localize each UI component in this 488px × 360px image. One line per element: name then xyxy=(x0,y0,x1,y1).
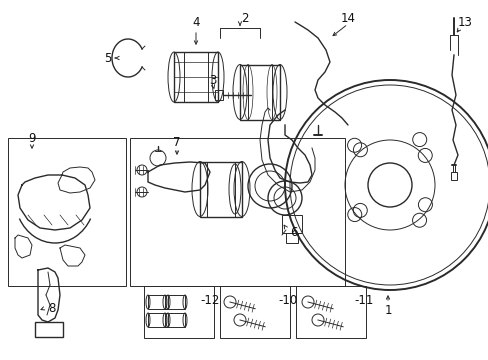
Bar xyxy=(143,286,214,338)
Bar xyxy=(450,172,456,180)
Text: 14: 14 xyxy=(340,12,355,24)
Text: 5: 5 xyxy=(104,51,111,64)
Text: 1: 1 xyxy=(384,303,391,316)
Bar xyxy=(148,295,168,309)
Bar xyxy=(282,215,302,233)
Bar xyxy=(247,65,271,120)
Bar xyxy=(240,65,280,120)
Bar xyxy=(8,138,126,286)
Bar xyxy=(183,52,207,102)
Bar xyxy=(164,295,184,309)
Bar xyxy=(220,286,289,338)
Text: 4: 4 xyxy=(192,15,199,28)
Text: -12: -12 xyxy=(200,293,219,306)
Text: -11: -11 xyxy=(353,293,373,306)
Text: 8: 8 xyxy=(48,302,56,315)
Bar xyxy=(35,322,63,337)
Text: 7: 7 xyxy=(173,135,181,149)
Text: 2: 2 xyxy=(241,12,248,24)
Bar xyxy=(285,233,297,243)
Bar xyxy=(174,52,218,102)
Bar xyxy=(206,162,235,217)
Text: -10: -10 xyxy=(278,293,297,306)
Bar xyxy=(148,313,168,327)
Text: 13: 13 xyxy=(457,15,471,28)
Text: 6: 6 xyxy=(290,225,297,239)
Bar xyxy=(215,90,223,100)
Bar xyxy=(200,162,242,217)
Text: 9: 9 xyxy=(28,131,36,144)
Bar xyxy=(130,138,345,286)
Bar xyxy=(295,286,365,338)
Bar xyxy=(164,313,184,327)
Text: 3: 3 xyxy=(209,73,216,86)
